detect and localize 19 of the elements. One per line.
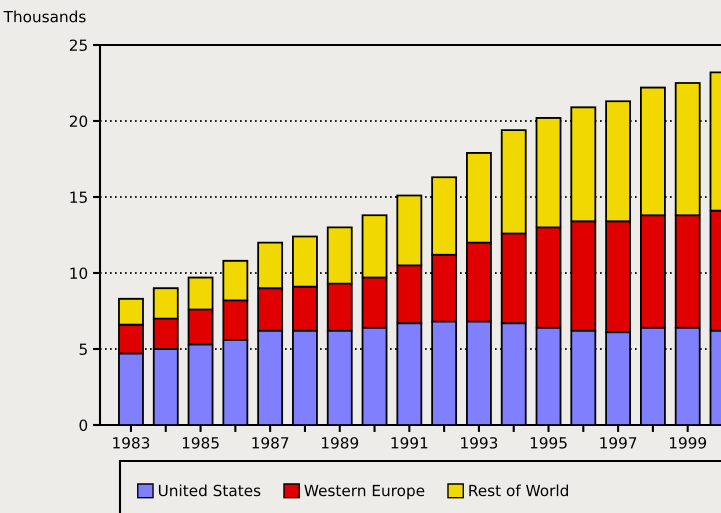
y-tick-label: 0 — [79, 419, 88, 432]
y-tick-label: 15 — [70, 192, 87, 204]
legend-label: United States — [158, 484, 260, 496]
x-tick-label: 1991 — [392, 437, 428, 449]
legend-label: Western Europe — [304, 484, 424, 500]
y-tick-label: 20 — [70, 115, 88, 128]
y-tick-label: 10 — [70, 267, 88, 280]
x-tick-label: 1997 — [600, 437, 636, 449]
legend-label: Rest of World — [469, 484, 568, 496]
y-tick-label: 5 — [80, 344, 87, 356]
x-tick-label: 1999 — [670, 437, 706, 449]
y-tick-label: 25 — [70, 39, 87, 52]
x-tick-label: 1985 — [182, 437, 219, 449]
x-tick-label: 1993 — [461, 437, 498, 449]
x-tick-label: 1995 — [530, 437, 567, 449]
y-axis-title: Thousands — [4, 10, 86, 22]
x-tick-label: 1987 — [252, 437, 288, 449]
x-tick-label: 1989 — [322, 437, 358, 449]
x-tick-label: 1983 — [113, 437, 150, 449]
